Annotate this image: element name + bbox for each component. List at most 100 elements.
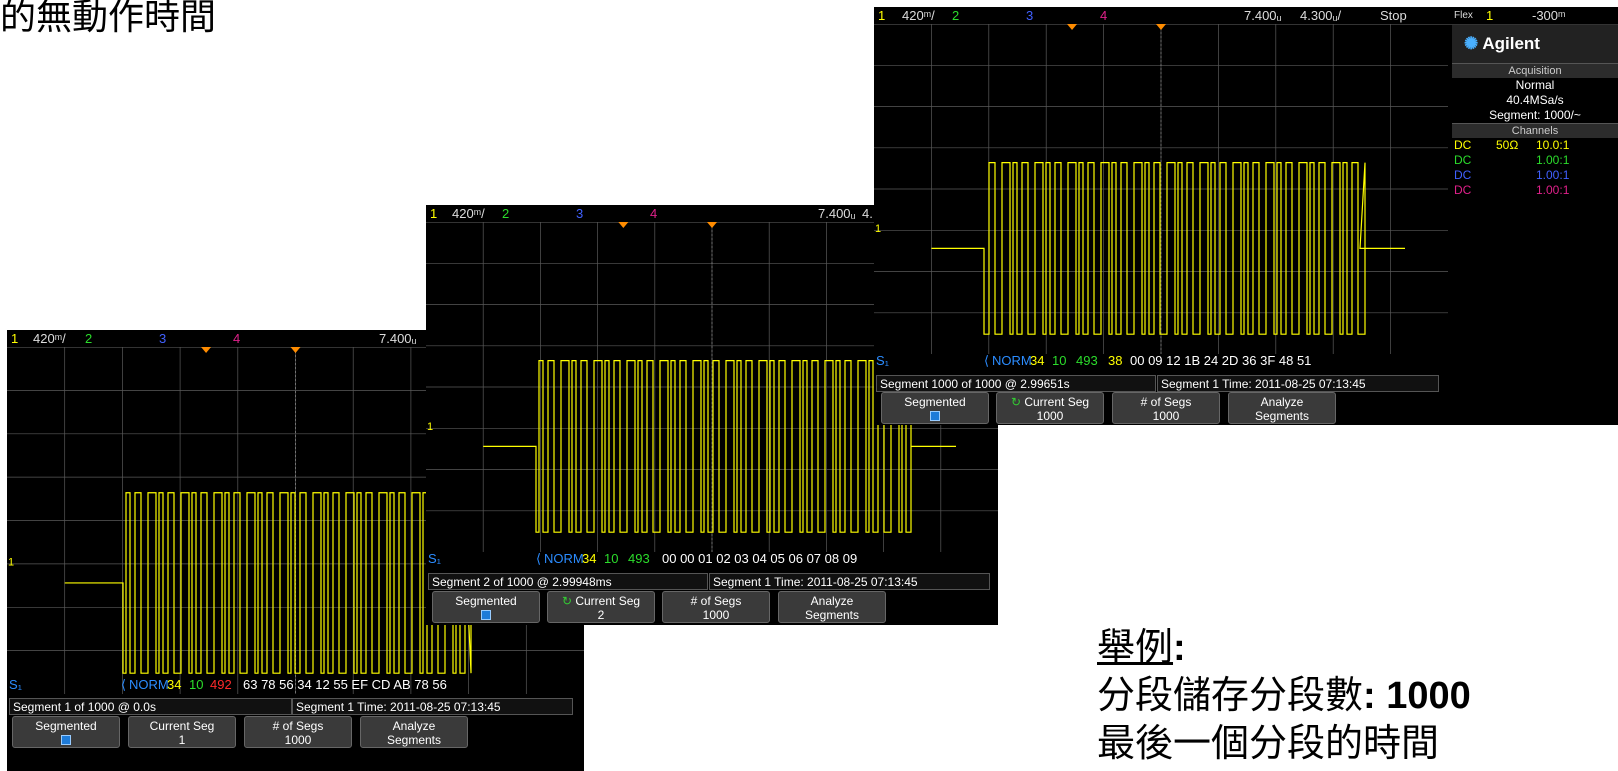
num-segs-softkey[interactable]: # of Segs 1000	[662, 591, 770, 623]
segment-time: Segment 1 Time: 2011-08-25 07:13:45	[709, 573, 990, 590]
sample-rate: 40.4MSa/s	[1506, 93, 1564, 107]
segment-time: Segment 1 Time: 2011-08-25 07:13:45	[1157, 375, 1439, 392]
bus-crc: 493	[628, 551, 650, 566]
bus-length: 10	[1052, 353, 1067, 368]
channel-row: DC 50Ω 10.0:1	[1454, 138, 1570, 152]
segment-info-bar: Segment 2 of 1000 @ 2.99948ms Segment 1 …	[426, 573, 998, 590]
analyze-segments-softkey[interactable]: Analyze Segments	[1228, 392, 1336, 424]
rotate-knob-icon: ↻	[561, 594, 576, 608]
ch4-indicator[interactable]: 4	[650, 206, 658, 221]
side-info-panel: ✺ Agilent Acquisition Normal 40.4MSa/s S…	[1452, 25, 1618, 255]
bus-mode: NORM	[129, 677, 169, 692]
num-segs-softkey[interactable]: # of Segs 1000	[244, 716, 352, 748]
serial-bus-label: S₁	[9, 677, 23, 692]
num-segs-softkey[interactable]: # of Segs 1000	[1112, 392, 1220, 424]
bus-crc: 492	[210, 677, 232, 692]
brand-header: ✺ Agilent	[1452, 25, 1618, 63]
svg-text:1: 1	[427, 421, 433, 433]
waveform-display: 1	[874, 24, 1448, 354]
ch2-indicator[interactable]: 2	[502, 206, 510, 221]
ch2-indicator[interactable]: 2	[85, 331, 93, 346]
scope-top-bar: 1 420ᵐ/ 2 3 4 7.400ᵤ 4.300ᵤ/ Stop Flex 1…	[874, 7, 1618, 25]
bus-data-bytes: 63 78 56 34 12 55 EF CD AB 78 56	[243, 677, 447, 692]
run-state[interactable]: Stop	[1380, 8, 1407, 23]
segment-info: Segment 2 of 1000 @ 2.99948ms	[428, 573, 708, 590]
channel-row: DC 1.00:1	[1454, 168, 1570, 182]
segmented-softkey[interactable]: Segmented	[881, 392, 989, 424]
segment-count: Segment: 1000/~	[1489, 108, 1581, 122]
trigger-channel: 1	[1486, 8, 1494, 23]
segment-info: Segment 1000 of 1000 @ 2.99651s	[876, 375, 1156, 392]
channel-row: DC 1.00:1	[1454, 153, 1570, 167]
time-scale: 7.400ᵤ	[379, 331, 417, 346]
bus-id: 34	[167, 677, 182, 692]
bus-crc: 493	[1076, 353, 1098, 368]
ch1-indicator[interactable]: 1	[878, 8, 886, 23]
bus-mode: NORM	[992, 353, 1032, 368]
rotate-knob-icon: ↻	[1010, 395, 1025, 409]
bus-length: 10	[189, 677, 204, 692]
channel-row: DC 1.00:1	[1454, 183, 1570, 197]
bus-id: 34	[1030, 353, 1045, 368]
bus-data-first: 38	[1108, 353, 1123, 368]
channels-header: Channels	[1452, 123, 1618, 138]
trigger-level: -300ᵐ	[1532, 8, 1566, 23]
ch4-indicator[interactable]: 4	[1100, 8, 1108, 23]
waveform-display: 1	[426, 222, 998, 552]
segment-info: Segment 1 of 1000 @ 0.0s	[9, 698, 292, 715]
segment-info-bar: Segment 1000 of 1000 @ 2.99651s Segment …	[874, 375, 1448, 392]
waveform-grid: 1	[874, 24, 1618, 354]
bus-decode-bracket-left-icon: ⟨	[536, 551, 542, 566]
agilent-logo-icon: ✺	[1464, 34, 1479, 53]
segmented-softkey[interactable]: Segmented	[12, 716, 120, 748]
caption-heading: 舉例	[1097, 627, 1174, 669]
scope-screen-front: 1 420ᵐ/ 2 3 4 7.400ᵤ 4.300ᵤ/ Stop Flex 1…	[874, 7, 1618, 425]
segment-info-bar: Segment 1 of 1000 @ 0.0s Segment 1 Time:…	[7, 698, 584, 715]
acquisition-header: Acquisition	[1452, 63, 1618, 78]
svg-text:1: 1	[875, 223, 881, 235]
ch3-indicator[interactable]: 3	[1026, 8, 1034, 23]
ch3-indicator[interactable]: 3	[576, 206, 584, 221]
delay-value: 4.	[862, 206, 873, 221]
analyze-segments-softkey[interactable]: Analyze Segments	[778, 591, 886, 623]
time-scale: 7.400ᵤ	[1244, 8, 1282, 23]
bus-length: 10	[604, 551, 619, 566]
analyze-segments-softkey[interactable]: Analyze Segments	[360, 716, 468, 748]
svg-text:1: 1	[8, 557, 14, 569]
caption-line3: 最後一個分段的時間	[1097, 723, 1440, 765]
serial-bus-label: S₁	[428, 551, 442, 566]
ch4-indicator[interactable]: 4	[233, 331, 241, 346]
bus-decode-bracket-left-icon: ⟨	[121, 677, 127, 692]
bus-data-bytes: 00 00 01 02 03 04 05 06 07 08 09	[662, 551, 858, 566]
bus-id: 34	[582, 551, 597, 566]
current-seg-softkey[interactable]: ↻ Current Seg 1000	[996, 392, 1104, 424]
bus-data-bytes: 00 09 12 1B 24 2D 36 3F 48 51	[1130, 353, 1312, 368]
ch1-indicator[interactable]: 1	[430, 206, 438, 221]
slide-title: 的無動作時間	[0, 0, 217, 37]
ch1-scale: 420ᵐ/	[902, 8, 935, 23]
current-seg-softkey[interactable]: Current Seg 1	[128, 716, 236, 748]
ch1-scale: 420ᵐ/	[452, 206, 485, 221]
bus-decode-bracket-left-icon: ⟨	[984, 353, 990, 368]
waveform-grid: 1	[426, 222, 998, 552]
checkbox-icon	[481, 610, 491, 620]
brand-name: Agilent	[1482, 34, 1540, 53]
delay-value: 4.300ᵤ/	[1300, 8, 1342, 23]
time-scale: 7.400ᵤ	[818, 206, 856, 221]
trigger-type: Flex	[1454, 10, 1473, 21]
acquisition-mode: Normal	[1515, 78, 1555, 92]
caption-segment-value: 1000	[1386, 675, 1471, 717]
slide-caption: 舉例: 分段儲存分段數: 1000 最後一個分段的時間	[1097, 627, 1471, 765]
bus-mode: NORM	[544, 551, 584, 566]
checkbox-icon	[930, 411, 940, 421]
segmented-softkey[interactable]: Segmented	[432, 591, 540, 623]
serial-bus-label: S₁	[876, 353, 890, 368]
ch2-indicator[interactable]: 2	[952, 8, 960, 23]
ch3-indicator[interactable]: 3	[159, 331, 167, 346]
caption-segment-label: 分段儲存分段數	[1097, 675, 1364, 717]
ch1-scale: 420ᵐ/	[33, 331, 66, 346]
current-seg-softkey[interactable]: ↻ Current Seg 2	[547, 591, 655, 623]
checkbox-icon	[61, 735, 71, 745]
segment-time: Segment 1 Time: 2011-08-25 07:13:45	[292, 698, 573, 715]
ch1-indicator[interactable]: 1	[11, 331, 19, 346]
